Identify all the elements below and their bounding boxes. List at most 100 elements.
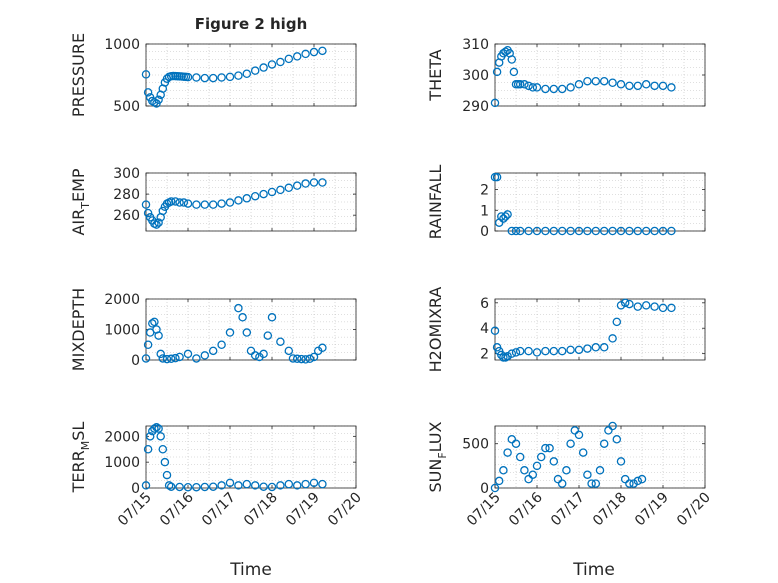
axes-box [494,425,706,489]
data-point [658,81,668,91]
data-point [658,226,668,236]
y-tick-label: 290 [462,99,489,115]
data-point [208,200,218,209]
data-point [620,298,630,308]
y-axis-label: PRESSURE [69,33,88,117]
data-point [166,197,176,206]
y-axis-label-rest: SL [69,422,88,441]
data-point [250,481,260,490]
data-point [616,301,626,310]
data-point [591,343,601,352]
data-point [583,470,592,479]
x-axis-label-right: Time [572,560,615,580]
data-point [608,226,617,236]
data-point [532,226,542,236]
data-point [604,426,613,435]
data-point [192,354,201,363]
data-point [633,476,643,486]
data-point [259,482,268,491]
data-point [217,73,226,82]
y-tick-label: 1000 [104,323,140,339]
data-point [259,63,268,72]
data-point [667,226,676,236]
data-point [578,448,588,457]
data-point [507,55,517,64]
data-point [503,210,512,219]
y-tick-label: 2 [480,183,489,199]
data-point [284,183,294,193]
subplot-6: 2 4 6 H2OMIXRA [426,287,706,373]
data-point [276,481,285,490]
data-point [284,479,294,489]
data-point [152,423,161,432]
y-tick-label: 500 [113,99,140,115]
data-point [515,346,525,356]
axes-box [494,298,706,361]
data-point [143,340,153,349]
data-point [503,351,512,361]
y-axis-label: RAINFALL [426,165,445,240]
data-point [225,478,235,488]
data-point [143,208,153,218]
data-point [259,189,268,199]
data-point [520,466,529,475]
data-point [208,482,218,491]
data-point [309,47,319,57]
data-point [616,226,626,236]
data-point [511,226,521,236]
data-point [301,179,310,188]
data-point [509,67,519,77]
data-point [242,479,252,489]
data-point [284,54,294,64]
data-point [318,178,327,187]
data-point [612,435,622,444]
data-point [650,81,659,91]
data-point [259,349,268,359]
data-point [156,349,165,359]
data-point [242,69,252,79]
data-point [553,474,563,484]
y-tick-label: 6 [480,296,489,312]
y-axis-label-rest: EMP [69,168,88,202]
y-tick-label: 0 [480,224,489,240]
data-point [152,220,161,229]
data-point [175,198,184,207]
y-axis-label: MIXDEPTH [69,288,88,371]
data-point [503,448,512,457]
data-point [633,226,643,236]
x-axis-label-left: Time [229,560,272,580]
y-tick-label: 0 [131,481,140,497]
data-point [192,482,201,492]
data-point [616,457,626,466]
data-point [599,226,609,236]
data-point [276,185,285,195]
data-point [234,481,243,490]
data-point [574,80,584,89]
data-point [208,73,218,83]
data-point [292,481,302,490]
data-point [520,80,529,89]
data-point [566,439,575,448]
data-point [633,302,643,311]
data-point [541,443,550,453]
data-point [650,302,659,311]
data-point [166,482,176,491]
y-axis-label: H2OMIXRA [426,287,445,373]
data-point [625,479,634,488]
subplot-4: 0 1 2 RAINFALL [426,165,706,240]
data-point [238,313,247,322]
data-point [318,46,327,56]
axes-box [145,43,357,107]
y-tick-label: 2000 [104,429,140,445]
data-point [160,457,170,467]
data-point [143,444,153,454]
data-point [492,172,502,182]
data-point [200,482,210,492]
data-point [641,301,651,310]
data-point [608,334,617,343]
data-point [637,474,647,484]
data-point [200,73,210,83]
data-point [234,196,243,205]
data-point [192,73,201,82]
data-point [141,354,151,363]
